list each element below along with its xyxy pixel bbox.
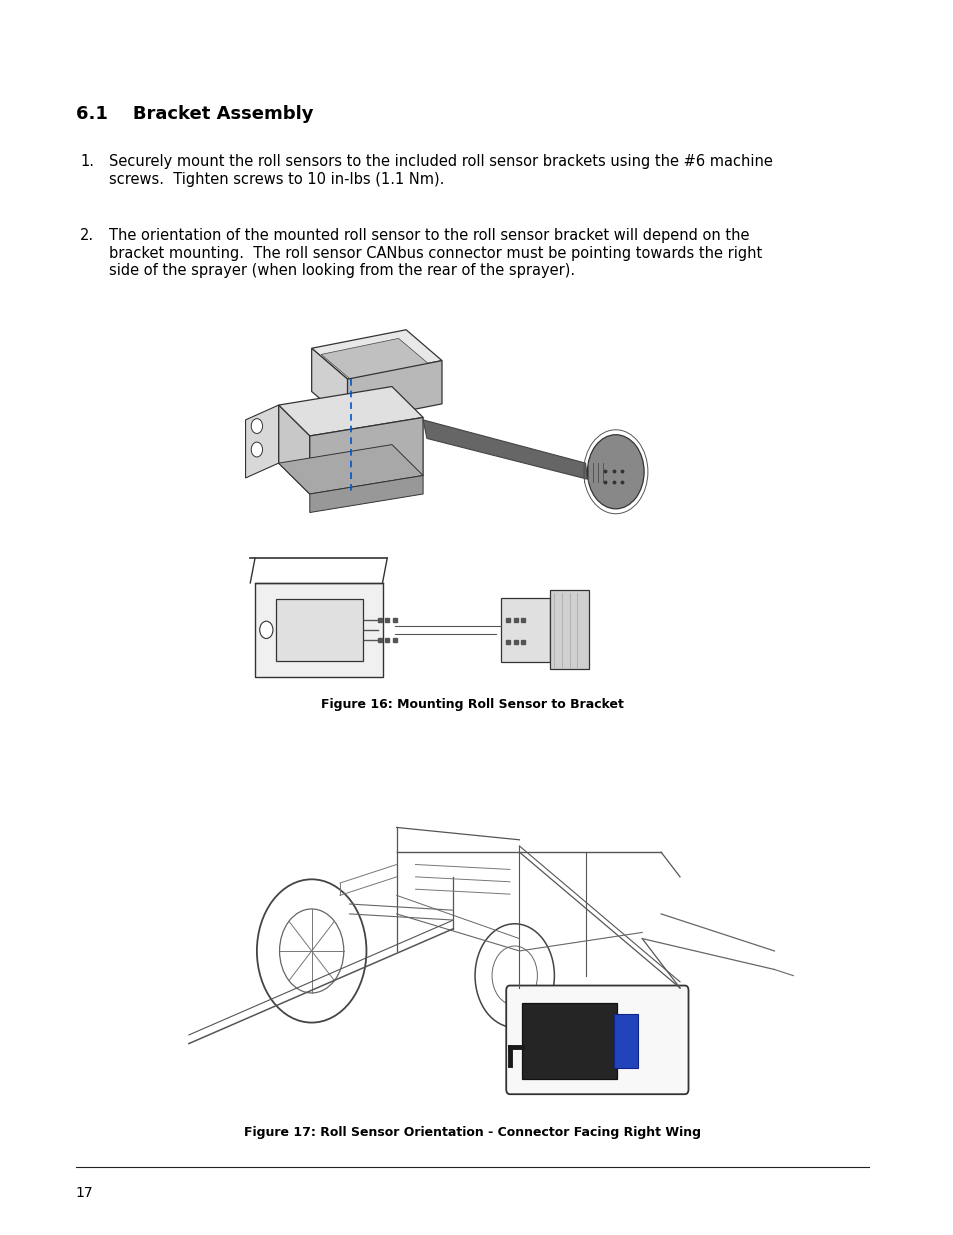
- Text: Figure 16: Mounting Roll Sensor to Bracket: Figure 16: Mounting Roll Sensor to Brack…: [320, 698, 623, 711]
- Polygon shape: [347, 361, 441, 422]
- Bar: [254, 583, 382, 677]
- FancyBboxPatch shape: [506, 986, 688, 1094]
- Circle shape: [587, 435, 643, 509]
- Bar: [613, 1014, 638, 1068]
- Polygon shape: [312, 348, 347, 422]
- Text: 17: 17: [75, 1186, 93, 1199]
- Polygon shape: [278, 405, 310, 494]
- Text: 1.: 1.: [80, 154, 94, 169]
- Polygon shape: [312, 330, 441, 379]
- Text: 6.1    Bracket Assembly: 6.1 Bracket Assembly: [75, 105, 313, 124]
- Polygon shape: [278, 445, 423, 494]
- Text: The orientation of the mounted roll sensor to the roll sensor bracket will depen: The orientation of the mounted roll sens…: [109, 228, 761, 278]
- Polygon shape: [278, 387, 423, 436]
- Polygon shape: [310, 417, 423, 494]
- Polygon shape: [245, 405, 278, 478]
- Bar: [521, 1003, 616, 1079]
- Polygon shape: [423, 420, 587, 479]
- Circle shape: [251, 419, 262, 433]
- Bar: [549, 590, 589, 669]
- Text: 2.: 2.: [80, 228, 94, 243]
- Polygon shape: [310, 475, 423, 513]
- Polygon shape: [321, 338, 430, 382]
- Bar: [275, 599, 362, 661]
- Circle shape: [259, 621, 273, 638]
- Text: Figure 17: Roll Sensor Orientation - Connector Facing Right Wing: Figure 17: Roll Sensor Orientation - Con…: [243, 1126, 700, 1140]
- Bar: [500, 598, 549, 662]
- Text: Securely mount the roll sensors to the included roll sensor brackets using the #: Securely mount the roll sensors to the i…: [109, 154, 772, 186]
- Circle shape: [251, 442, 262, 457]
